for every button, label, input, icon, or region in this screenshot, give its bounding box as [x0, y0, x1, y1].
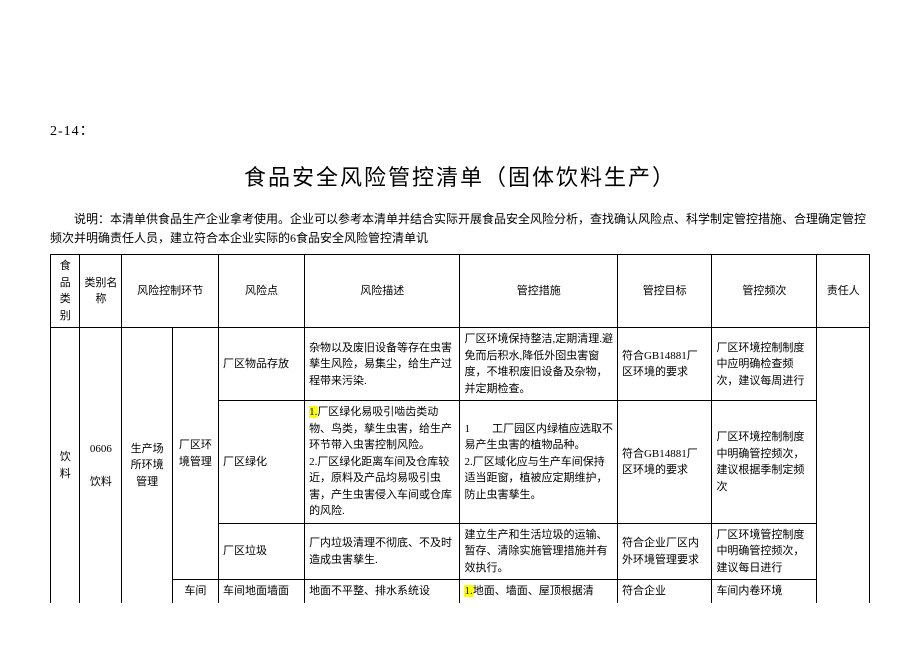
- catname-2: 饮料: [84, 474, 117, 491]
- th-freq: 管控频次: [712, 255, 817, 328]
- cell-desc: 地面不平整、排水系统设: [305, 580, 460, 603]
- th-risk-desc: 风险描述: [305, 255, 460, 328]
- cell-goal: 符合企业: [617, 580, 711, 603]
- cell-goal: 符合GB14881厂区环境的要求: [617, 328, 711, 401]
- cell-measure: 建立生产和生活垃圾的运输、暂存、清除实施管理措施并有效执行。: [460, 523, 618, 580]
- cell-risk: 厂区垃圾: [218, 523, 304, 580]
- measure-a: 1 工厂园区内绿植应选取不易产生虫害的植物品种。: [464, 423, 613, 452]
- th-food-cat: 食品类别: [51, 255, 80, 328]
- cell-area-env: 厂区环境管理: [172, 328, 218, 580]
- th-risk-point: 风险点: [218, 255, 304, 328]
- th-measure: 管控措施: [460, 255, 618, 328]
- catname-1: 0606: [84, 441, 117, 458]
- table-row: 饮料 0606 饮料 生产场所环境管理 厂区环境管理 厂区物品存放 杂物以及废旧…: [51, 328, 870, 401]
- cell-food-cat: 饮料: [51, 328, 80, 603]
- cell-goal: 符合GB14881厂区环境的要求: [617, 401, 711, 524]
- top-label: 2-14：: [50, 120, 870, 140]
- table-row: 车间 车间地面墙面 地面不平整、排水系统设 1.地面、墙面、屋顶根据清 符合企业…: [51, 580, 870, 603]
- cell-risk: 厂区绿化: [218, 401, 304, 524]
- th-cat-name: 类别名称: [80, 255, 122, 328]
- cell-measure: 厂区环境保持整洁,定期清理.避免而后积水,降低外囵虫害窗度，不堆积废旧设备及杂物…: [460, 328, 618, 401]
- cell-freq: 车间内卷环境: [712, 580, 817, 603]
- highlight-2: 1.: [464, 585, 472, 597]
- cell-responsible: [817, 328, 870, 603]
- desc-b: 2.厂区绿化距离车间及仓库较近，原料及产品均易吸引虫害，产生虫害侵入车间或仓库的…: [309, 456, 452, 518]
- cell-freq: 厂区环境控制制度中明确管控频次，建议根据季制定频次: [712, 401, 817, 524]
- cell-desc: 杂物以及废旧设备等存在虫害孳生风险，易集尘，给生产过程带来污染.: [305, 328, 460, 401]
- cell-desc: 厂内垃圾清理不彻底、不及时造成虫害孳生.: [305, 523, 460, 580]
- measure-b: 2.厂区域化应与生产车间保持适当距窗，植被应定期维护，防止虫害孳生。: [464, 456, 607, 501]
- table-header-row: 食品类别 类别名称 风险控制环节 风险点 风险描述 管控措施 管控目标 管控频次…: [51, 255, 870, 328]
- cell-goal: 符合企业厂区内外环境管理要求: [617, 523, 711, 580]
- cell-freq: 厂区环境控制制度中应明确检查频次，建议每周进行: [712, 328, 817, 401]
- th-goal: 管控目标: [617, 255, 711, 328]
- note-paragraph: 说明：本清单供食品生产企业拿考使用。企业可以参考本清单并结合实际开展食品安全风险…: [50, 210, 870, 248]
- th-responsible: 责任人: [817, 255, 870, 328]
- cell-cat-name: 0606 饮料: [80, 328, 122, 603]
- cell-risk: 厂区物品存放: [218, 328, 304, 401]
- cell-freq: 厂区环境管控制度中明确管控频次，建议每日进行: [712, 523, 817, 580]
- risk-table: 食品类别 类别名称 风险控制环节 风险点 风险描述 管控措施 管控目标 管控频次…: [50, 254, 870, 603]
- cell-measure: 1.地面、墙面、屋顶根据清: [460, 580, 618, 603]
- cell-desc: 1.厂区绿化易吸引啮齿类动物、鸟类，孳生虫害，给生产环节带入虫害控制风险。 2.…: [305, 401, 460, 524]
- page-title: 食品安全风险管控清单（固体饮料生产）: [50, 160, 870, 192]
- cell-measure: 1 工厂园区内绿植应选取不易产生虫害的植物品种。 2.厂区域化应与生产车间保持适…: [460, 401, 618, 524]
- cell-workshop: 车间: [172, 580, 218, 603]
- measure-text: 地面、墙面、屋顶根据清: [473, 585, 594, 597]
- cell-env-mgmt: 生产场所环境管理: [122, 328, 172, 603]
- th-control-link: 风险控制环节: [122, 255, 219, 328]
- desc-a: 厂区绿化易吸引啮齿类动物、鸟类，孳生虫害，给生产环节带入虫害控制风险。: [309, 406, 452, 451]
- cell-risk: 车间地面墙面: [218, 580, 304, 603]
